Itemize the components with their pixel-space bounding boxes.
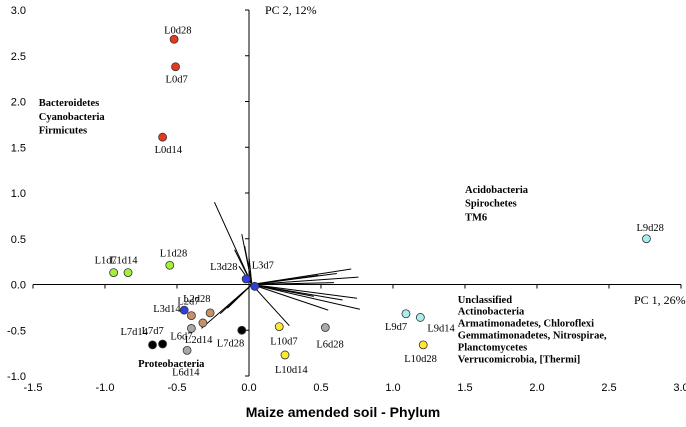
point-L1d7 [110,269,118,277]
point-label: L6d7 [170,331,192,342]
point-label: L1d14 [110,256,138,267]
point-label: L0d7 [166,75,188,86]
x-tick-label: -1.0 [96,382,115,394]
y-tick-label: -0.5 [7,325,26,337]
phylum-annotation: Firmicutes [39,126,87,137]
phylum-annotation: Cyanobacteria [39,112,106,123]
point-L10d7 [275,323,283,331]
point-label: L2d28 [183,294,210,305]
point-label: L10d7 [270,337,297,348]
x-tick-label: 0.5 [313,382,328,394]
point-L6d28 [321,324,329,332]
y-tick-label: 2.0 [11,97,26,109]
phylum-annotation: Acidobacteria [465,185,529,196]
y-tick-label: 1.5 [11,142,26,154]
point-label: L3d7 [252,260,274,271]
point-label: L10d28 [404,354,437,365]
x-tick-label: 3.0 [673,382,686,394]
point-L7d7 [159,340,167,348]
point-label: L9d14 [427,323,455,334]
y-tick-label: 2.5 [11,51,26,63]
point-L7d28 [238,326,246,334]
point-label: L9d28 [636,223,663,234]
point-L6d14 [183,346,191,354]
x-tick-label: 1.0 [385,382,400,394]
point-L0d28 [170,35,178,43]
point-label: L7d7 [142,326,164,337]
y-tick-label: -1.0 [7,371,26,383]
data-points [110,35,651,359]
x-tick-label: 2.5 [601,382,616,394]
point-L1d28 [166,261,174,269]
x-tick-label: -0.5 [168,382,187,394]
y-tick-label: 0.5 [11,234,26,246]
point-L10d28 [419,341,427,349]
pca-chart: -1.5 -1.0 -0.5 0.0 0.5 1.0 1.5 2.0 2.5 3.0-1.0-0.… [0,0,686,427]
point-label: L0d14 [155,145,183,156]
point-label: L9d7 [385,322,407,333]
y-tick-label: 0.0 [11,280,26,292]
phylum-annotation: Gemmatimonadetes, Nitrospirae, [458,330,607,341]
loading-vector [220,285,252,314]
phylum-annotation: Planctomycetes [458,342,527,353]
point-label: L10d14 [275,365,308,376]
point-label: L6d28 [316,340,343,351]
point-L1d14 [124,269,132,277]
point-L2d7 [187,312,195,320]
point-L9d7 [402,310,410,318]
phylum-annotation: TM6 [465,212,487,223]
point-L2d28 [206,309,214,317]
phylum-annotation: Spirochetes [465,199,517,210]
point-L9d28 [642,235,650,243]
y-axis-label: PC 2, 12% [265,3,317,17]
x-tick-label: 2.0 [529,382,544,394]
point-label: L1d28 [160,248,187,259]
point-L2d14 [199,319,207,327]
x-tick-label: -1.5 [24,382,43,394]
point-L7d14 [149,341,157,349]
phylum-annotation: Bacteroidetes [39,98,99,109]
point-label: L0d28 [164,25,191,36]
point-L0d14 [159,133,167,141]
phylum-annotation: Actinobacteria [458,307,525,318]
phylum-annotation: Verrucomicrobia, [Thermi] [458,354,580,365]
point-L3d28 [242,275,250,283]
phylum-annotation: Proteobacteria [138,359,205,370]
point-label: L7d28 [217,338,244,349]
x-axis-label: PC 1, 26% [634,293,686,307]
point-L0d7 [172,63,180,71]
x-tick-label: 0.0 [241,382,256,394]
point-L10d14 [281,351,289,359]
point-L9d14 [416,313,424,321]
y-tick-label: 1.0 [11,188,26,200]
phylum-annotation: Armatimonadetes, Chloroflexi [458,319,594,330]
phylum-annotation: Unclassified [458,295,512,306]
x-tick-label: 1.5 [457,382,472,394]
chart-title: Maize amended soil - Phylum [246,404,441,420]
point-L3d7 [251,282,259,290]
y-tick-label: 3.0 [11,5,26,17]
point-label: L3d28 [210,262,237,273]
